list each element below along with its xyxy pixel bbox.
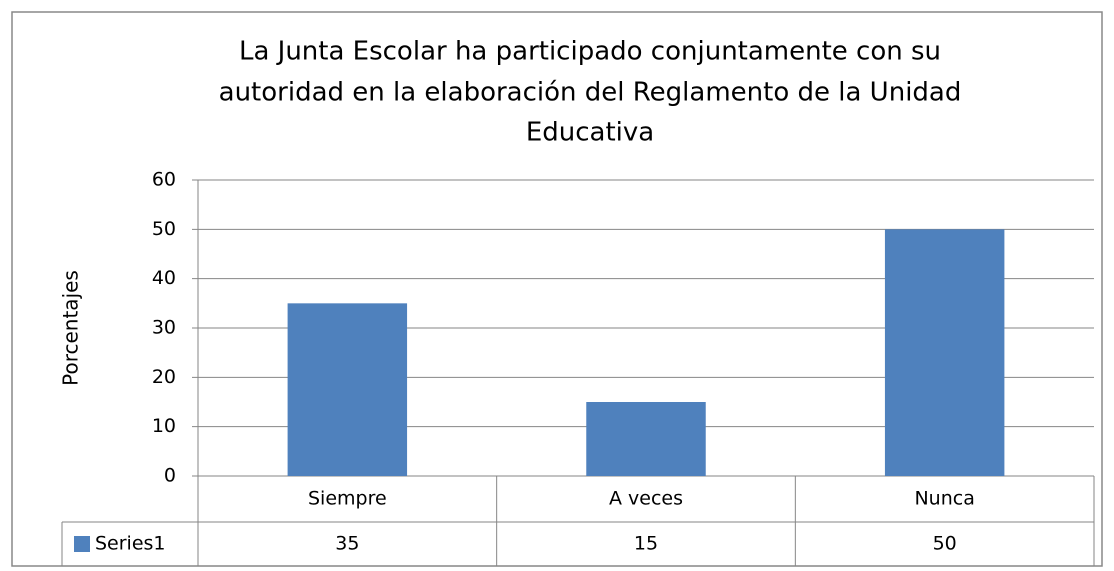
- table-value: 15: [634, 533, 658, 555]
- bar: [884, 229, 1005, 476]
- chart-title: La Junta Escolar ha participado conjunta…: [239, 37, 941, 67]
- y-tick-label: 60: [152, 169, 176, 191]
- x-tick-label: Siempre: [308, 488, 387, 510]
- bar: [287, 303, 408, 476]
- chart-title: autoridad en la elaboración del Reglamen…: [219, 78, 962, 108]
- x-tick-label: A veces: [609, 488, 683, 510]
- table-value: 50: [933, 533, 957, 555]
- chart-title: Educativa: [526, 118, 654, 148]
- y-tick-label: 30: [152, 317, 176, 339]
- legend-label: Series1: [95, 533, 166, 555]
- table-value: 35: [335, 533, 359, 555]
- y-tick-label: 20: [152, 366, 176, 388]
- y-axis-label: Porcentajes: [59, 270, 83, 386]
- y-tick-label: 0: [164, 465, 176, 487]
- y-tick-label: 50: [152, 218, 176, 240]
- bar: [586, 402, 706, 476]
- y-tick-label: 10: [152, 415, 176, 437]
- x-tick-label: Nunca: [914, 488, 974, 510]
- legend-swatch: [74, 536, 90, 552]
- y-tick-label: 40: [152, 267, 176, 289]
